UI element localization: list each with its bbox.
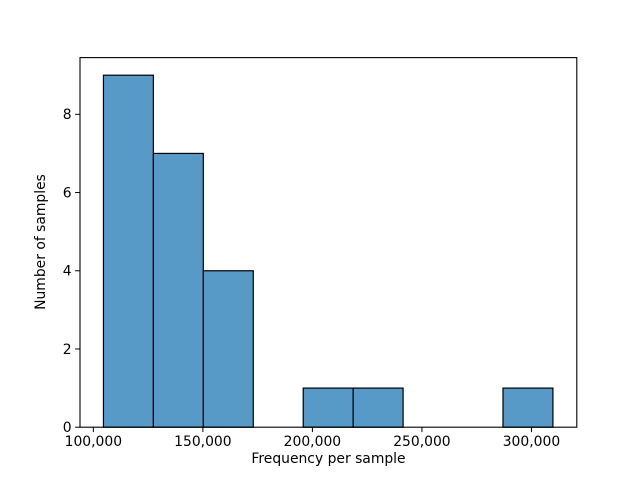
histogram-bar	[502, 387, 554, 428]
y-tick-label: 2	[63, 342, 72, 358]
axes-spines	[79, 57, 578, 428]
x-axis-label: Frequency per sample	[251, 451, 406, 467]
y-tick-label: 4	[63, 264, 72, 280]
histogram-bar	[102, 74, 154, 428]
histogram-bar	[352, 387, 404, 428]
histogram-bar	[152, 152, 204, 428]
y-tick-label: 8	[63, 107, 72, 123]
x-tick-label: 300,000	[503, 434, 560, 450]
histogram-bar	[302, 387, 354, 428]
y-tick-label: 6	[63, 185, 72, 201]
x-tick-label: 250,000	[393, 434, 450, 450]
x-tick-label: 100,000	[65, 434, 122, 450]
x-tick-label: 150,000	[174, 434, 231, 450]
y-axis-label: Number of samples	[33, 174, 50, 310]
x-tick-label: 200,000	[284, 434, 341, 450]
histogram-bar	[202, 270, 254, 428]
y-tick-label: 0	[63, 420, 72, 436]
